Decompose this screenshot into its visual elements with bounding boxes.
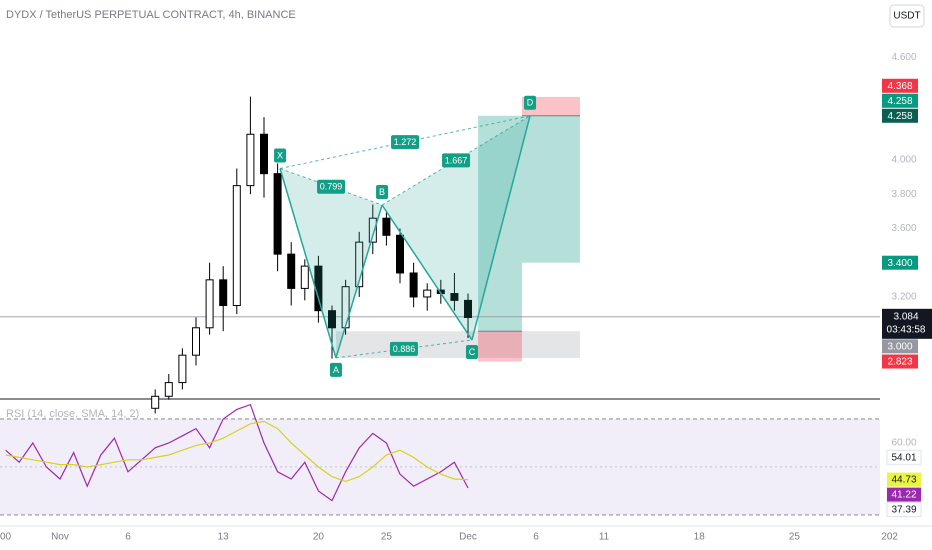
ratio-label: 1.272 (394, 137, 417, 147)
x-tick-label: 6 (533, 532, 539, 543)
point-tag (329, 362, 342, 377)
ratio-label: 1.667 (445, 155, 468, 165)
price-tag (882, 108, 918, 123)
candle-body (450, 293, 459, 301)
x-tick-label: 25 (381, 532, 393, 543)
rsi-line (5, 420, 469, 483)
point-label: C (469, 347, 476, 357)
currency-label: USDT (893, 11, 920, 22)
ratio-tag (391, 135, 420, 150)
candle-body (300, 265, 309, 289)
candle-body (246, 133, 255, 187)
candle-body (178, 354, 187, 384)
price-tag (882, 354, 918, 369)
rsi-tag (887, 487, 921, 502)
rsi-tag (886, 502, 922, 518)
currency-button[interactable] (889, 4, 925, 28)
point-tag (524, 95, 537, 110)
countdown-label: 03:43:58 (887, 324, 926, 335)
y-tick-label: 3.800 (891, 189, 916, 200)
point-tag (274, 148, 287, 163)
y-tick-label: 4.000 (891, 155, 916, 166)
stop-zone (478, 331, 523, 362)
rsi-tag-label: 44.73 (891, 475, 916, 486)
price-tag-label: 4.368 (887, 81, 912, 92)
rsi-tick-label: 60.00 (891, 438, 916, 449)
candle-body (273, 173, 282, 255)
pattern-triangle (280, 168, 383, 358)
price-tag-label: 3.000 (887, 341, 912, 352)
rsi-title: RSI (14, close, SMA, 14, 2) (6, 408, 139, 420)
price-tag-label: 2.823 (887, 357, 912, 368)
candle-body (328, 310, 337, 329)
rsi-tag-label: 37.39 (891, 505, 916, 516)
x-tick-label: 25 (789, 532, 801, 543)
ratio-tag (442, 153, 471, 168)
point-label: D (527, 98, 534, 108)
candle-body (382, 217, 391, 236)
price-tag-label: 4.258 (887, 96, 912, 107)
price-tag (882, 339, 918, 354)
y-tick-label: 3.600 (891, 223, 916, 234)
stop-zone (522, 96, 580, 116)
point-tag (465, 344, 478, 359)
point-label: B (379, 187, 385, 197)
profit-zone (522, 115, 580, 263)
chart-title: DYDX / TetherUS PERPETUAL CONTRACT, 4h, … (6, 9, 296, 21)
pattern-leg (381, 204, 473, 341)
ratio-label: 0.799 (320, 182, 343, 192)
price-tag (882, 255, 918, 270)
point-label: A (333, 365, 339, 375)
candle-body (464, 299, 473, 319)
rsi-tag (887, 472, 921, 487)
rsi-tag-label: 54.01 (891, 452, 916, 463)
candle-body (287, 253, 296, 289)
candle-body (151, 395, 160, 409)
point-tag (376, 184, 389, 199)
pattern-leg (279, 168, 337, 359)
ratio-tag (317, 179, 346, 194)
candle-body (355, 241, 364, 288)
x-tick-label: 6 (125, 532, 131, 543)
pattern-triangle (382, 115, 531, 340)
price-tag-label: 3.400 (887, 258, 912, 269)
zone-box (335, 331, 580, 358)
pattern-leg (471, 115, 531, 341)
candle-body (368, 217, 377, 243)
y-tick-label: 3.200 (891, 292, 916, 303)
rsi-tag (886, 449, 922, 465)
x-tick-label: 202 (881, 532, 898, 543)
x-tick-label: 20 (313, 532, 325, 543)
x-tick-label: Dec (459, 532, 477, 543)
candle-body (164, 382, 173, 397)
y-tick-label: 4.600 (891, 52, 916, 63)
last-price-tag (882, 308, 932, 339)
price-tag (882, 93, 918, 108)
last-price-label: 3.084 (893, 311, 918, 322)
candle-body (396, 234, 405, 274)
pattern-leg (335, 204, 383, 359)
rsi-tag-label: 41.22 (891, 490, 916, 501)
x-tick-label: Nov (51, 532, 69, 543)
x-tick-label: 11 (599, 532, 610, 543)
candle-body (409, 272, 418, 298)
x-tick-label: 18 (694, 532, 706, 543)
price-tag-label: 4.258 (887, 111, 912, 122)
x-tick-label: 13 (218, 532, 230, 543)
candle-body (260, 133, 268, 175)
price-tag (882, 78, 918, 93)
point-label: X (277, 150, 283, 160)
candle-body (423, 289, 432, 298)
x-tick-label: 00 (0, 532, 12, 543)
profit-zone (478, 115, 523, 332)
candle-body (219, 279, 228, 307)
ratio-label: 0.886 (393, 344, 416, 354)
ratio-tag (389, 341, 418, 356)
candle-body (205, 279, 214, 329)
candle-body (191, 327, 200, 356)
candle-body (232, 185, 241, 307)
